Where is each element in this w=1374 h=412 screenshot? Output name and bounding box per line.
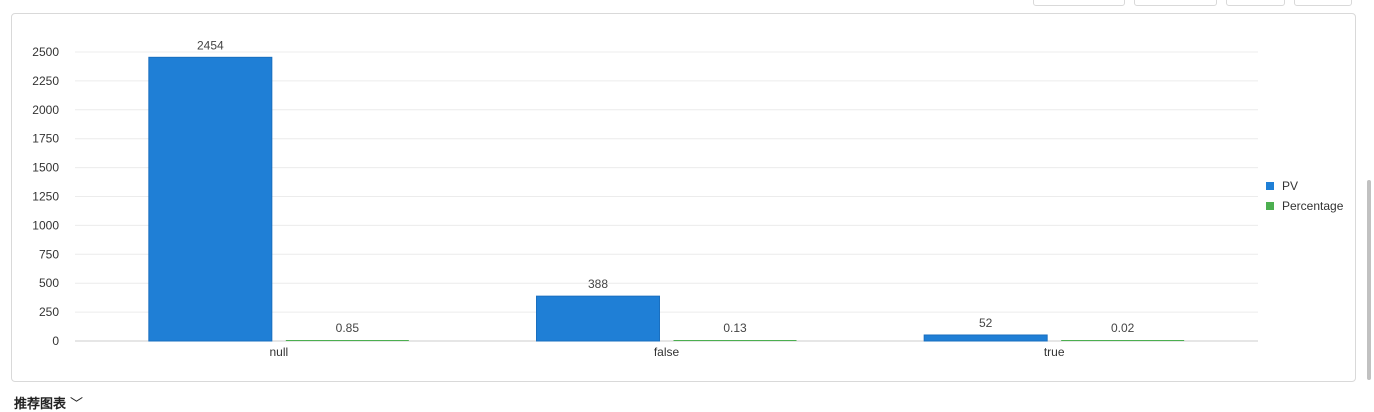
legend-swatch-pv	[1266, 182, 1274, 190]
x-tick-label: null	[269, 345, 288, 359]
toolbar-button-1[interactable]	[1033, 0, 1125, 6]
y-tick-label: 2000	[32, 103, 59, 117]
x-tick-label: true	[1044, 345, 1065, 359]
bar	[148, 56, 273, 342]
y-tick-label: 1500	[32, 161, 59, 175]
bar	[536, 295, 660, 342]
y-tick-label: 1750	[32, 132, 59, 146]
legend-label-percentage: Percentage	[1282, 199, 1344, 213]
recommended-charts-label: 推荐图表	[14, 397, 67, 412]
data-label: 0.13	[723, 321, 747, 335]
toolbar-button-4[interactable]	[1294, 0, 1352, 6]
toolbar-button-2[interactable]	[1134, 0, 1217, 6]
scrollbar-thumb[interactable]	[1367, 180, 1371, 380]
legend-label-pv: PV	[1282, 179, 1299, 193]
y-tick-label: 250	[39, 305, 59, 319]
recommended-charts-toggle[interactable]: 推荐图表 ﹀	[14, 393, 83, 412]
data-label: 52	[979, 316, 993, 330]
x-tick-label: false	[654, 345, 680, 359]
y-tick-label: 0	[52, 334, 59, 348]
data-label: 0.85	[336, 321, 360, 335]
chart-legend: PV Percentage	[1266, 176, 1343, 216]
legend-item-percentage[interactable]: Percentage	[1266, 196, 1343, 216]
chevron-down-icon: ﹀	[70, 397, 84, 412]
y-tick-label: 1250	[32, 190, 59, 204]
toolbar-button-3[interactable]	[1226, 0, 1285, 6]
data-label: 0.02	[1111, 321, 1135, 335]
data-label: 2454	[197, 38, 224, 52]
y-tick-label: 2500	[32, 45, 59, 59]
y-tick-label: 750	[39, 247, 59, 261]
bar	[923, 334, 1048, 342]
y-tick-label: 1000	[32, 218, 59, 232]
data-label: 388	[588, 277, 608, 291]
bar	[285, 340, 409, 341]
legend-swatch-percentage	[1266, 202, 1274, 210]
bar	[1061, 340, 1185, 341]
bar	[673, 340, 797, 341]
legend-item-pv[interactable]: PV	[1266, 176, 1343, 196]
y-tick-label: 500	[39, 276, 59, 290]
y-tick-label: 2250	[32, 74, 59, 88]
